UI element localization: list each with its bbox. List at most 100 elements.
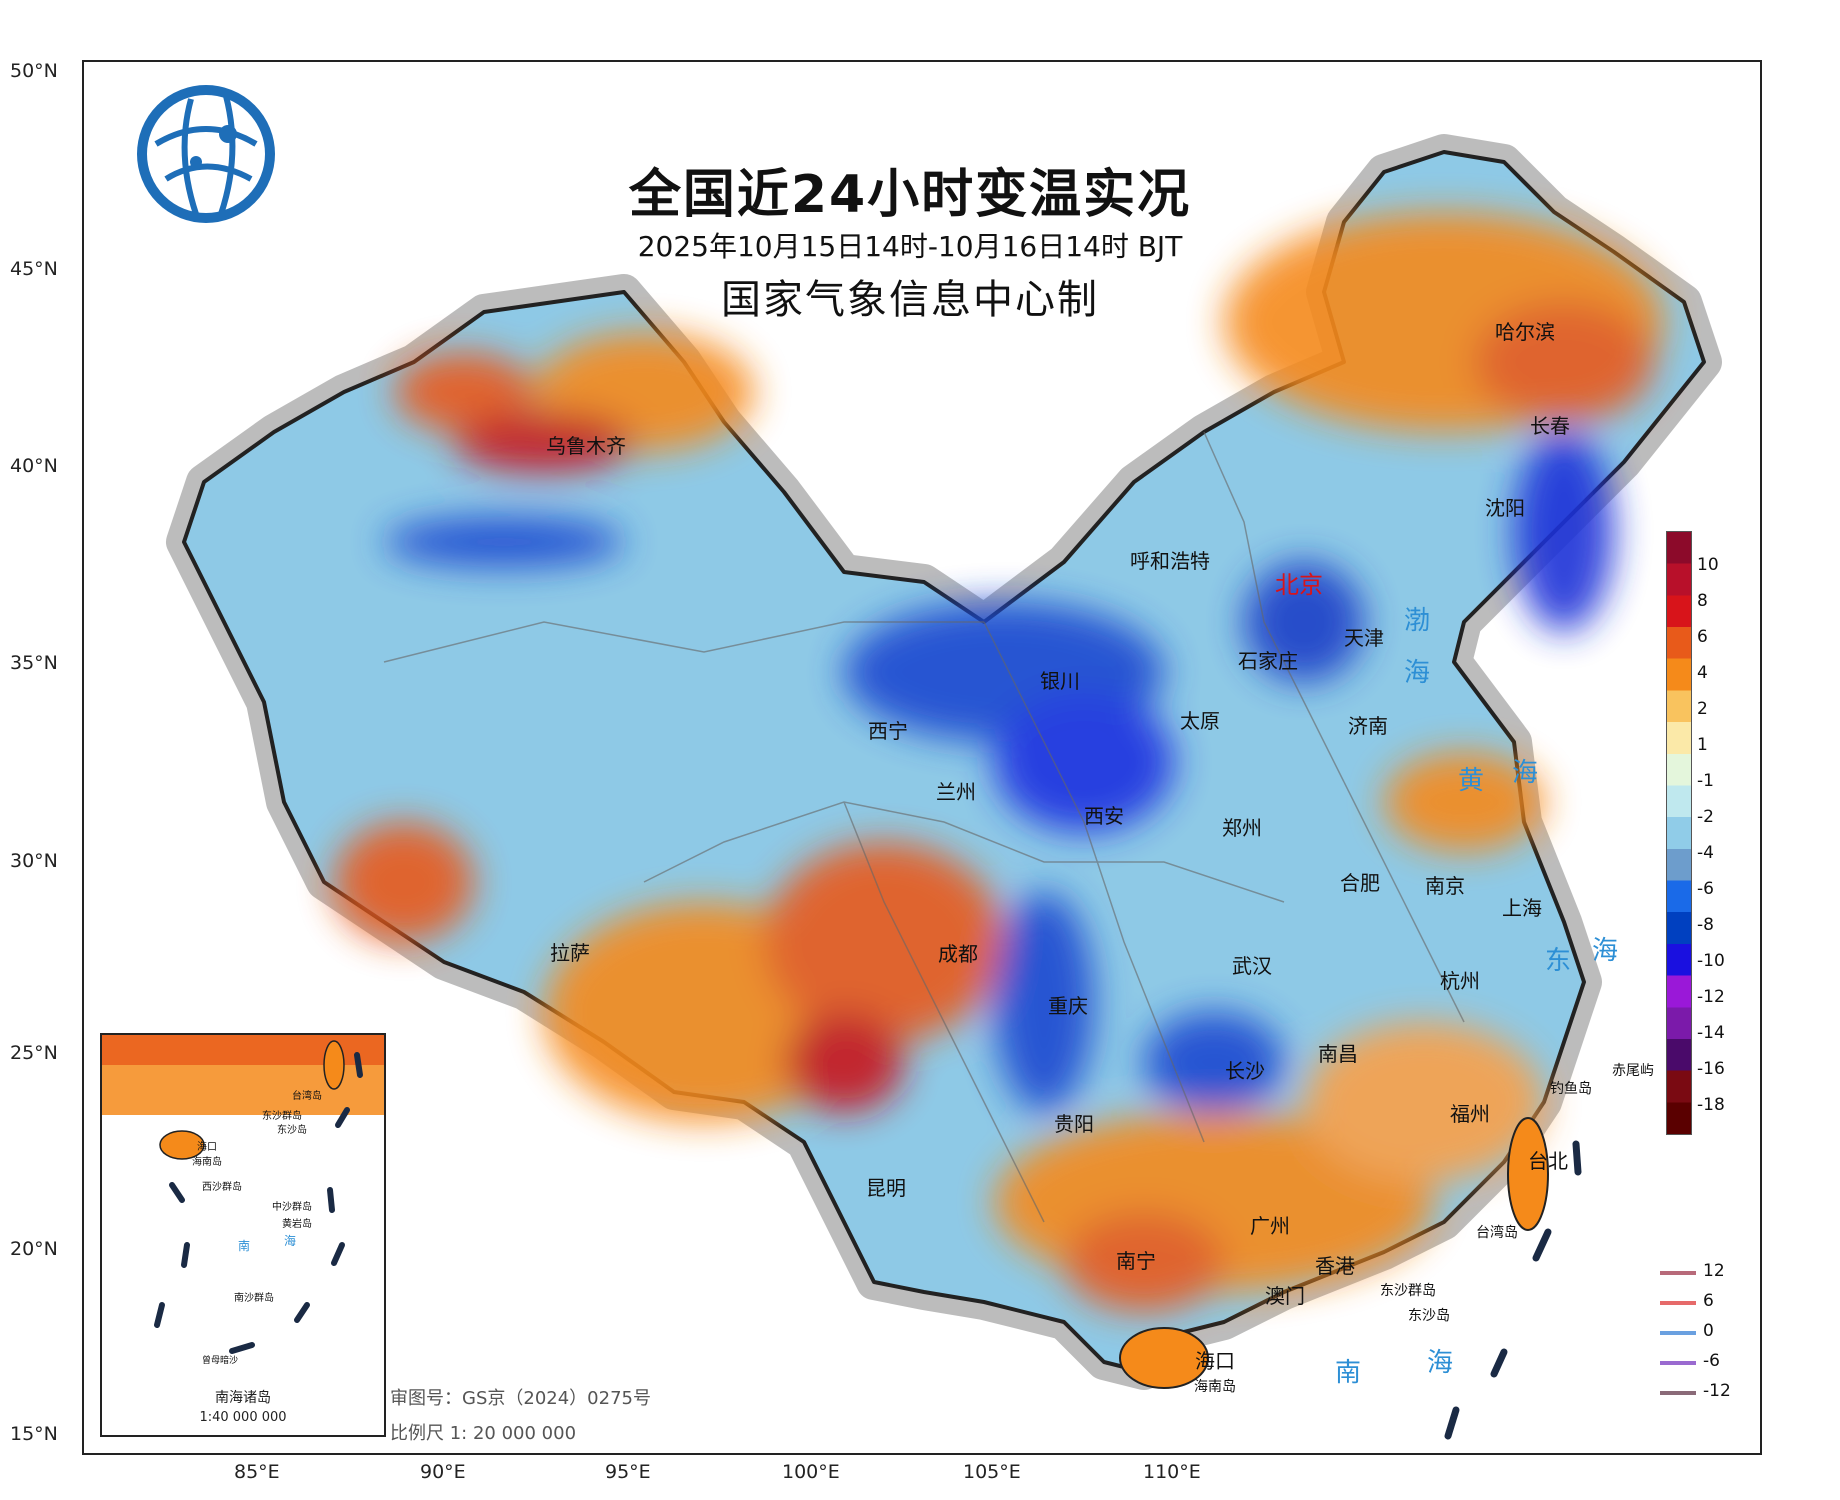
city-label: 哈尔滨 bbox=[1495, 320, 1555, 344]
sea-label: 黄 bbox=[1458, 766, 1495, 796]
inset-label: 中沙群岛 bbox=[272, 1202, 312, 1213]
sea-label: 海 bbox=[1592, 936, 1629, 966]
inset-label: 南 bbox=[238, 1239, 251, 1253]
lat-label: 40°N bbox=[10, 455, 58, 477]
legend-label: 2 bbox=[1697, 699, 1708, 719]
city-label-capital: 北京 bbox=[1275, 571, 1323, 599]
island-label: 钓鱼岛 bbox=[1550, 1081, 1592, 1097]
island-label: 东沙群岛 bbox=[1380, 1283, 1436, 1299]
cma-logo bbox=[137, 85, 275, 223]
city-label: 兰州 bbox=[936, 780, 976, 804]
contour-legend-label: 0 bbox=[1703, 1321, 1714, 1341]
inset-label: 东沙岛 bbox=[277, 1125, 307, 1136]
lon-label: 105°E bbox=[963, 1461, 1021, 1483]
city-label: 长春 bbox=[1530, 414, 1570, 438]
contour-legend-label: -12 bbox=[1703, 1381, 1731, 1401]
island-label: 台湾岛 bbox=[1476, 1225, 1518, 1241]
city-label: 昆明 bbox=[866, 1176, 906, 1200]
lon-label: 95°E bbox=[605, 1461, 651, 1483]
city-label: 沈阳 bbox=[1485, 496, 1525, 520]
city-label: 天津 bbox=[1344, 626, 1384, 650]
legend-label: -4 bbox=[1697, 843, 1714, 863]
inset-label: 西沙群岛 bbox=[202, 1182, 242, 1193]
island-label: 赤尾屿 bbox=[1612, 1063, 1654, 1079]
inset-label: 海南岛 bbox=[192, 1157, 222, 1168]
inset-label: 黄岩岛 bbox=[282, 1219, 312, 1230]
sea-label: 海 bbox=[1404, 658, 1441, 688]
city-label: 南京 bbox=[1425, 874, 1465, 898]
legend-label: 10 bbox=[1697, 555, 1719, 575]
inset-label: 曾母暗沙 bbox=[202, 1356, 239, 1366]
lat-label: 25°N bbox=[10, 1042, 58, 1064]
city-label: 澳门 bbox=[1265, 1284, 1305, 1308]
lat-label: 20°N bbox=[10, 1238, 58, 1260]
contour-legend-line bbox=[1660, 1391, 1696, 1395]
lon-label: 85°E bbox=[234, 1461, 280, 1483]
city-label: 贵阳 bbox=[1054, 1112, 1094, 1136]
city-label: 乌鲁木齐 bbox=[546, 434, 626, 458]
map-subtitle: 2025年10月15日14时-10月16日14时 BJT bbox=[637, 230, 1183, 263]
contour-legend-line bbox=[1660, 1331, 1696, 1335]
city-label: 西宁 bbox=[868, 719, 908, 743]
inset-label: 海口 bbox=[197, 1142, 217, 1153]
lon-label: 110°E bbox=[1143, 1461, 1201, 1483]
city-label: 台北 bbox=[1528, 1149, 1568, 1173]
contour-legend-label: 12 bbox=[1703, 1261, 1725, 1281]
city-label: 南宁 bbox=[1116, 1249, 1156, 1273]
city-label: 成都 bbox=[938, 942, 978, 966]
city-label: 济南 bbox=[1348, 714, 1388, 738]
city-label: 南昌 bbox=[1318, 1042, 1358, 1066]
sea-label: 渤 bbox=[1404, 606, 1441, 636]
south-china-sea-inset: 台湾岛 东沙群岛 东沙岛 海口 海南岛 西沙群岛 中沙群岛 黄岩岛 南 海 南沙… bbox=[100, 1033, 386, 1437]
map-frame bbox=[82, 60, 1762, 1455]
legend-label: -8 bbox=[1697, 915, 1714, 935]
legend-label: 8 bbox=[1697, 591, 1708, 611]
map-review-number: 审图号：GS京（2024）0275号 bbox=[390, 1388, 651, 1409]
temperature-change-map bbox=[166, 134, 1722, 1440]
city-label: 呼和浩特 bbox=[1130, 549, 1210, 573]
contour-legend-label: 6 bbox=[1703, 1291, 1714, 1311]
legend-label: -2 bbox=[1697, 807, 1714, 827]
lat-label: 30°N bbox=[10, 850, 58, 872]
map-producer: 国家气象信息中心制 bbox=[721, 277, 1099, 323]
city-label: 长沙 bbox=[1225, 1059, 1265, 1083]
contour-legend-line bbox=[1660, 1361, 1696, 1365]
city-label: 广州 bbox=[1250, 1214, 1290, 1238]
color-legend-bar bbox=[1666, 531, 1692, 1135]
sea-label: 南 bbox=[1335, 1358, 1372, 1388]
city-label: 上海 bbox=[1502, 896, 1542, 920]
legend-label: -18 bbox=[1697, 1095, 1725, 1115]
city-label: 武汉 bbox=[1232, 954, 1272, 978]
inset-map bbox=[102, 1035, 384, 1354]
lon-label: 90°E bbox=[420, 1461, 466, 1483]
city-label: 拉萨 bbox=[550, 941, 590, 965]
contour-legend-label: -6 bbox=[1703, 1351, 1720, 1371]
sea-label: 海 bbox=[1512, 758, 1549, 788]
legend-label: -16 bbox=[1697, 1059, 1725, 1079]
lat-label: 50°N bbox=[10, 60, 58, 82]
city-label: 福州 bbox=[1450, 1102, 1490, 1126]
city-label: 合肥 bbox=[1340, 871, 1380, 895]
sea-label: 东 bbox=[1545, 946, 1582, 976]
city-label: 西安 bbox=[1084, 804, 1124, 828]
inset-label: 东沙群岛 bbox=[262, 1111, 302, 1122]
sea-label: 海 bbox=[1427, 1348, 1464, 1378]
city-label: 海口 bbox=[1195, 1349, 1235, 1373]
contour-legend-line bbox=[1660, 1271, 1696, 1275]
inset-label: 南沙群岛 bbox=[234, 1293, 274, 1304]
map-title: 全国近24小时变温实况 bbox=[628, 165, 1192, 225]
legend-label: -6 bbox=[1697, 879, 1714, 899]
legend-label: 4 bbox=[1697, 663, 1708, 683]
inset-title: 南海诸岛 bbox=[215, 1390, 271, 1406]
map-scale: 比例尺 1: 20 000 000 bbox=[390, 1423, 577, 1444]
legend-label: -14 bbox=[1697, 1023, 1725, 1043]
inset-scale: 1:40 000 000 bbox=[199, 1410, 287, 1425]
lon-label: 100°E bbox=[782, 1461, 840, 1483]
legend-label: -12 bbox=[1697, 987, 1725, 1007]
city-label: 银川 bbox=[1040, 669, 1080, 693]
lat-label: 15°N bbox=[10, 1423, 58, 1445]
inset-label: 海 bbox=[284, 1234, 297, 1248]
city-label: 郑州 bbox=[1222, 816, 1262, 840]
legend-label: 6 bbox=[1697, 627, 1708, 647]
island-label: 海南岛 bbox=[1194, 1379, 1236, 1395]
